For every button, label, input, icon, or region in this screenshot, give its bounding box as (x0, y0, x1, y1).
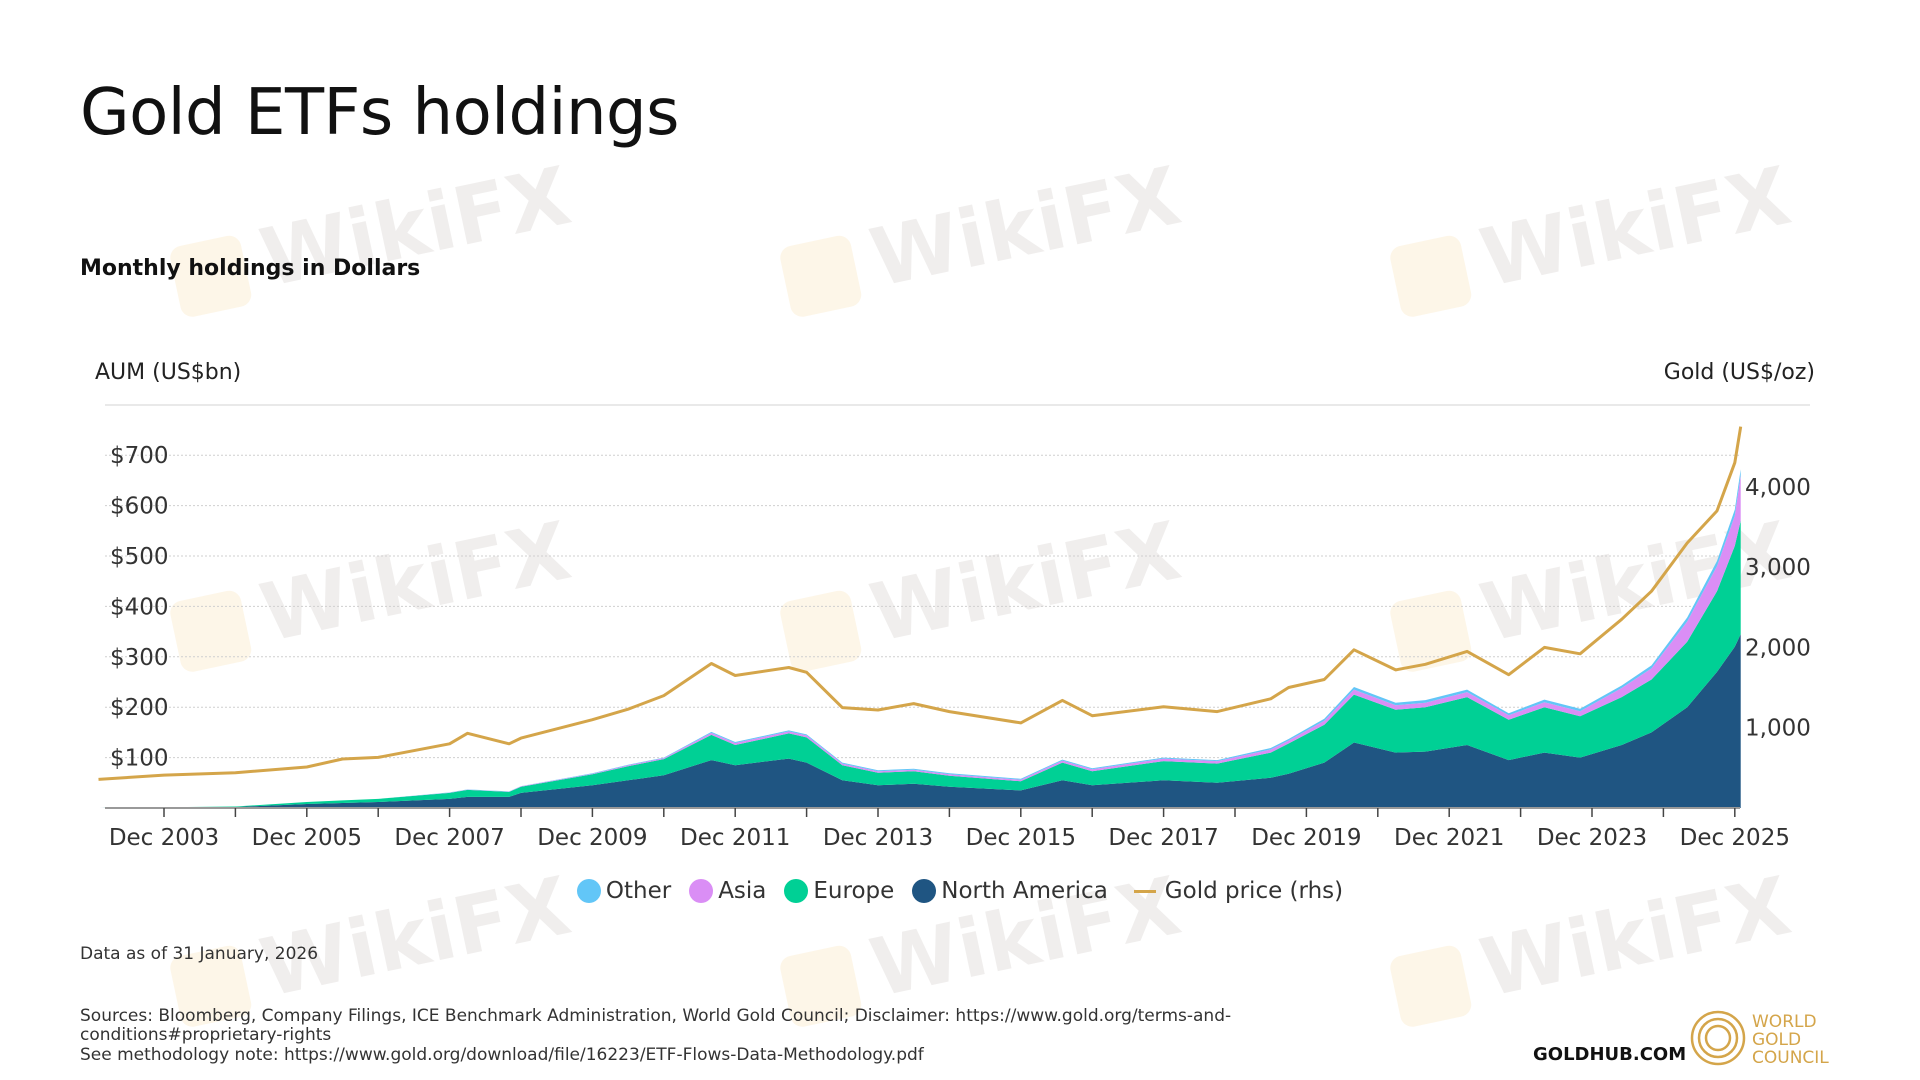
y-tick-label-right: 3,000 (1745, 555, 1811, 581)
y-tick-label-left: $200 (110, 695, 169, 721)
y-tick-label-left: $700 (110, 443, 169, 469)
methodology-note: See methodology note: https://www.gold.o… (80, 1045, 924, 1065)
y-tick-label-left: $400 (110, 594, 169, 620)
legend-label: Europe (813, 878, 895, 904)
x-tick-label: Dec 2005 (252, 825, 362, 851)
legend-item-asia[interactable]: Asia (689, 878, 766, 904)
y-tick-label-left: $600 (110, 494, 169, 520)
area-europe (98, 520, 1741, 808)
x-tick-label: Dec 2003 (109, 825, 219, 851)
x-tick-label: Dec 2009 (537, 825, 647, 851)
gold-line (98, 426, 1743, 781)
legend-label: Other (605, 878, 672, 904)
goldhub-link[interactable]: GOLDHUB.COM (1533, 1044, 1687, 1065)
y-tick-label-left: $300 (110, 645, 169, 671)
y-tick-label-right: 2,000 (1745, 635, 1811, 661)
y-axis-label-right: Gold (US$/oz) (1663, 360, 1815, 385)
data-as-of: Data as of 31 January, 2026 (80, 944, 319, 964)
x-tick-label: Dec 2021 (1394, 825, 1504, 851)
areas (98, 469, 1741, 808)
legend-line-icon (1133, 889, 1156, 893)
x-tick-label: Dec 2007 (394, 825, 504, 851)
legend-dot-icon (689, 879, 714, 903)
legend-dot-icon (912, 879, 937, 903)
y-tick-label-left: $100 (110, 746, 169, 772)
svg-text:COUNCIL: COUNCIL (1752, 1048, 1829, 1068)
x-tick-label: Dec 2013 (823, 825, 933, 851)
axes: $100 $200 $300 $400 $500 $600 $700 1,000 2,000 3,… (105, 443, 1811, 851)
legend-label: Gold price (rhs) (1164, 878, 1344, 904)
area-north-america (98, 634, 1741, 808)
x-tick-label: Dec 2023 (1537, 825, 1647, 851)
y-tick-label-left: $500 (110, 544, 169, 570)
legend: Other Asia Europe North America Gold pri… (0, 878, 1920, 904)
y-tick-label-right: 4,000 (1745, 475, 1811, 501)
legend-label: Asia (718, 878, 767, 904)
svg-text:GOLD: GOLD (1752, 1030, 1801, 1050)
legend-item-europe[interactable]: Europe (784, 878, 894, 904)
chart-subtitle: Monthly holdings in Dollars (80, 256, 421, 281)
legend-label: North America (941, 878, 1108, 904)
x-tick-label: Dec 2017 (1108, 825, 1218, 851)
gold-price-line (98, 426, 1743, 781)
x-tick-label: Dec 2011 (680, 825, 790, 851)
legend-dot-icon (576, 879, 601, 903)
legend-dot-icon (784, 879, 809, 903)
legend-item-gold-price[interactable]: Gold price (rhs) (1133, 878, 1344, 904)
sources-note: Sources: Bloomberg, Company Filings, ICE… (80, 1006, 1232, 1045)
world-gold-council-logo: WORLD GOLD COUNCIL (1690, 1008, 1840, 1072)
legend-item-north-america[interactable]: North America (912, 878, 1108, 904)
y-tick-label-right: 1,000 (1745, 716, 1811, 742)
x-tick-label: Dec 2015 (966, 825, 1076, 851)
svg-text:WORLD: WORLD (1752, 1012, 1817, 1032)
y-axis-label-left: AUM (US$bn) (95, 360, 242, 385)
legend-item-other[interactable]: Other (576, 878, 672, 904)
x-tick-label: Dec 2025 (1680, 825, 1790, 851)
x-tick-label: Dec 2019 (1251, 825, 1361, 851)
page-title: Gold ETFs holdings (80, 76, 679, 150)
